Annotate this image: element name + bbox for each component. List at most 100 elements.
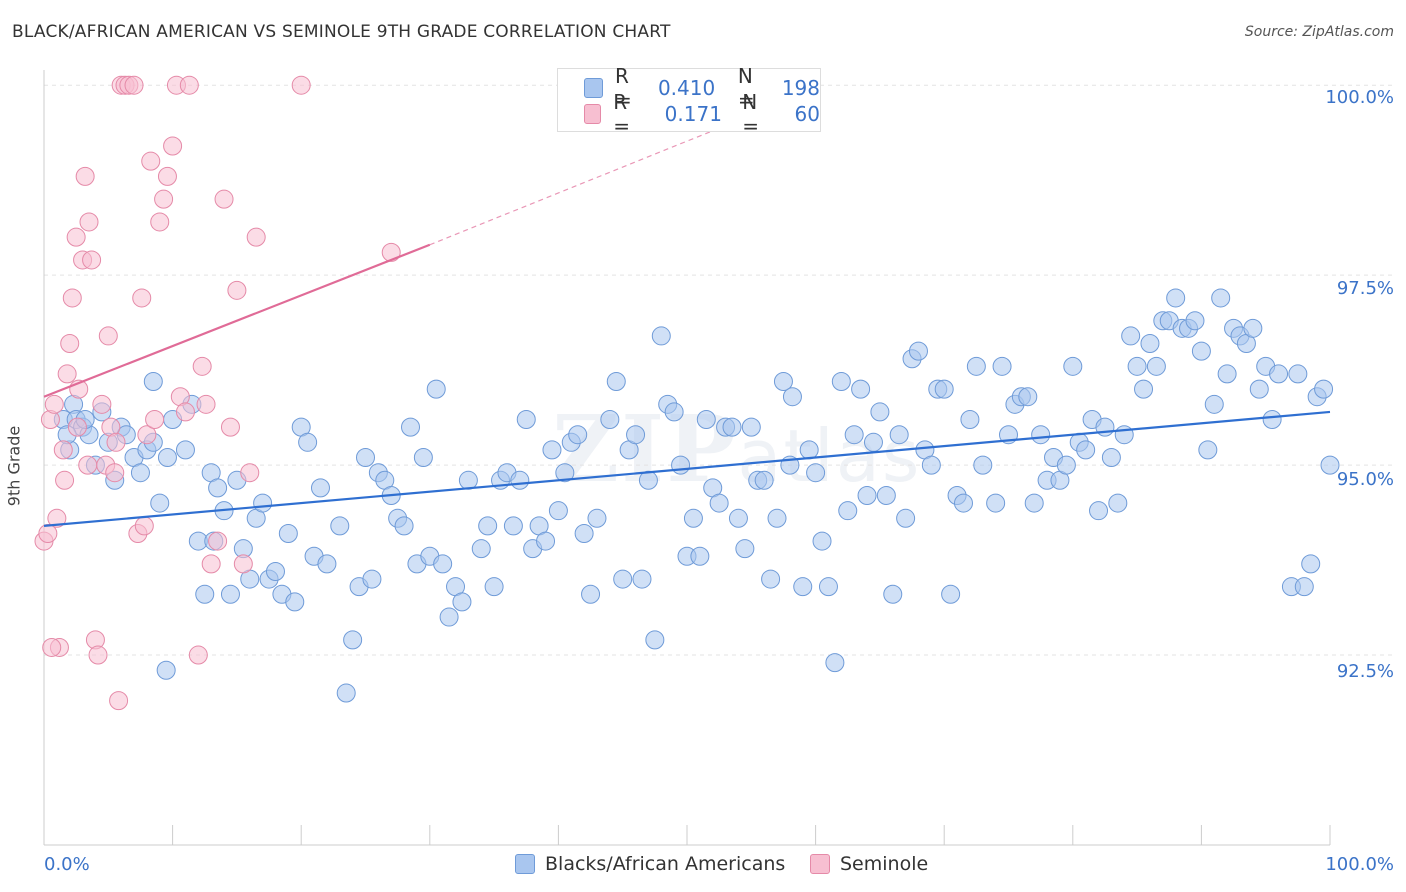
point-blacks [413, 448, 433, 467]
point-blacks [336, 683, 356, 703]
point-blacks [960, 410, 980, 430]
legend-r-value: 0.171 [664, 102, 722, 126]
point-blacks [870, 402, 890, 422]
y-tick-label: 95.0% [1336, 469, 1394, 490]
legend-n-value: 60 [794, 102, 820, 126]
point-blacks [761, 569, 781, 589]
point-blacks [1166, 288, 1186, 308]
point-seminole [79, 212, 99, 232]
point-blacks [671, 455, 691, 475]
point-blacks [793, 577, 813, 597]
point-seminole [145, 410, 165, 430]
x-tick-label-max: 100.0% [1325, 854, 1394, 875]
point-blacks [683, 508, 703, 528]
point-blacks [709, 493, 729, 513]
legend-n-value: 198 [781, 76, 821, 100]
point-seminole [88, 645, 108, 665]
point-blacks [645, 630, 665, 650]
trendline-seminole [43, 243, 431, 398]
point-blacks [1211, 288, 1231, 308]
point-seminole [381, 242, 401, 262]
point-seminole [55, 470, 75, 490]
point-seminole [246, 227, 266, 247]
point-blacks [1217, 364, 1237, 384]
point-seminole [201, 554, 221, 574]
point-blacks [1108, 493, 1128, 513]
point-blacks [356, 448, 375, 467]
bottom-legend-label-blacks: Blacks/African Americans [545, 853, 786, 875]
point-blacks [1294, 577, 1314, 597]
y-tick-label: 100.0% [1325, 87, 1394, 108]
point-blacks [896, 508, 916, 528]
point-blacks [433, 554, 453, 574]
point-seminole [66, 227, 86, 247]
point-seminole [75, 166, 95, 186]
point-seminole [67, 417, 87, 437]
point-blacks [812, 531, 832, 551]
point-blacks [690, 546, 710, 566]
point-blacks [632, 569, 652, 589]
point-blacks [555, 463, 575, 483]
point-blacks [568, 425, 588, 445]
y-axis-label: 9th Grade [4, 425, 24, 507]
legend-r-value: 0.410 [657, 76, 716, 100]
point-blacks [1320, 455, 1340, 475]
point-blacks [1146, 356, 1166, 376]
point-seminole [150, 212, 170, 232]
point-blacks [208, 478, 228, 498]
point-seminole [98, 326, 118, 346]
point-blacks [1127, 356, 1147, 376]
point-blacks [1198, 440, 1218, 460]
point-blacks [253, 493, 273, 513]
point-blacks [613, 569, 633, 589]
bottom-legend-label-seminole: Seminole [840, 853, 929, 875]
point-seminole [157, 166, 177, 186]
point-blacks [921, 455, 941, 475]
point-seminole [132, 288, 152, 308]
point-blacks [767, 508, 787, 528]
point-blacks [722, 417, 742, 437]
point-blacks [953, 493, 973, 513]
point-blacks [735, 539, 755, 559]
point-blacks [651, 326, 671, 346]
point-blacks [1089, 501, 1109, 521]
point-blacks [195, 584, 215, 604]
point-blacks [156, 660, 176, 680]
point-blacks [542, 440, 562, 460]
point-blacks [851, 379, 871, 399]
point-seminole [214, 189, 234, 209]
legend-n-label: N = [737, 64, 755, 112]
point-seminole [192, 356, 212, 376]
point-blacks [298, 432, 318, 452]
legend-row-blacks: R = 0.410 N = 198 [584, 64, 821, 112]
point-seminole [141, 151, 161, 171]
point-blacks [1024, 493, 1044, 513]
point-blacks [754, 470, 774, 490]
point-blacks [1063, 356, 1083, 376]
legend-row-seminole: R = 0.171 N = 60 [584, 90, 820, 138]
point-blacks [782, 387, 802, 407]
point-blacks [1134, 379, 1154, 399]
legend-n-label: N = [742, 90, 760, 138]
point-seminole [105, 463, 125, 483]
point-blacks [536, 531, 556, 551]
point-blacks [581, 584, 601, 604]
point-blacks [1249, 379, 1269, 399]
point-seminole [78, 455, 98, 475]
point-blacks [452, 592, 472, 612]
point-blacks [516, 410, 536, 430]
point-blacks [220, 584, 240, 604]
point-blacks [1204, 394, 1224, 414]
point-blacks [1140, 334, 1160, 354]
point-blacks [330, 516, 350, 536]
x-tick-label-min: 0.0% [44, 854, 90, 875]
point-blacks [1114, 425, 1134, 445]
point-blacks [908, 341, 928, 361]
bottom-legend-seminole: Seminole [810, 851, 928, 877]
point-blacks [548, 501, 568, 521]
point-seminole [53, 440, 73, 460]
point-blacks [439, 607, 459, 627]
point-blacks [857, 485, 877, 505]
point-seminole [38, 523, 58, 543]
point-blacks [773, 372, 793, 392]
